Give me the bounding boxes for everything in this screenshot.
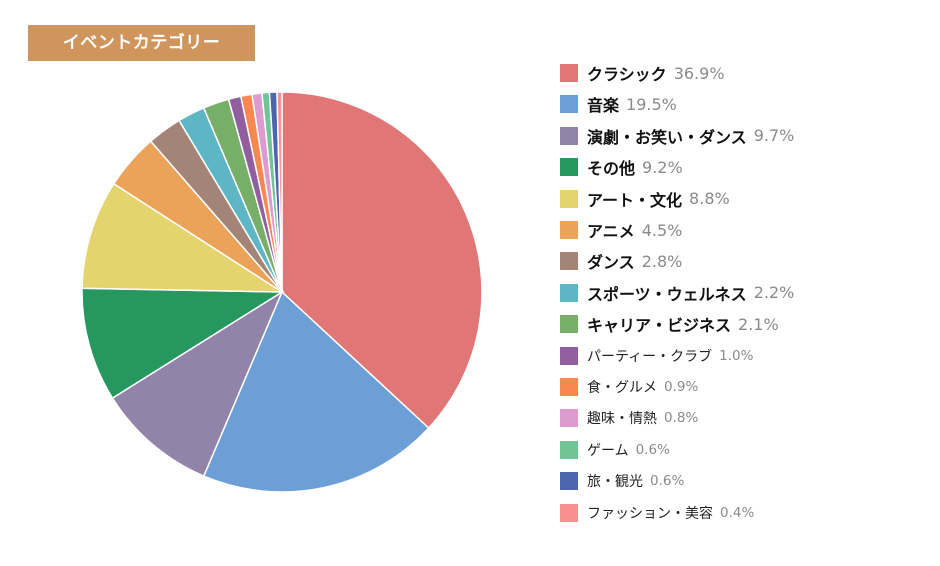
legend-item: 趣味・情熱 0.8% <box>560 408 698 428</box>
legend-swatch <box>560 252 578 271</box>
legend-item: スポーツ・ウェルネス 2.2% <box>560 283 795 304</box>
legend-percentage: 4.5% <box>641 220 683 240</box>
legend-item: その他 9.2% <box>560 157 683 179</box>
legend-swatch <box>560 95 578 114</box>
legend-swatch <box>560 126 578 145</box>
legend-label: クラシック <box>587 65 667 84</box>
legend-swatch <box>560 221 578 239</box>
legend-label: ダンス <box>587 253 635 273</box>
legend-item: 食・グルメ 0.9% <box>560 377 698 397</box>
pie-slice <box>81 287 285 400</box>
legend-item: パーティー・クラブ 1.0% <box>560 346 753 366</box>
legend-percentage: 2.8% <box>641 251 683 271</box>
legend-item: ファッション・美容 0.4% <box>560 503 754 523</box>
legend-percentage: 19.5% <box>626 94 677 114</box>
legend-label: アート・文化 <box>587 190 683 210</box>
legend-swatch <box>560 378 578 396</box>
legend-percentage: 2.1% <box>738 314 779 334</box>
legend-percentage: 0.4% <box>720 504 755 521</box>
legend-swatch <box>560 315 578 334</box>
legend-item: 演劇・お笑い・ダンス 9.7% <box>560 126 795 147</box>
pie-slice <box>111 290 284 478</box>
legend-label: 旅・観光 <box>587 474 643 491</box>
legend-item: 旅・観光 0.6% <box>560 471 684 491</box>
legend-percentage: 1.0% <box>719 347 754 364</box>
legend-item: 音楽 19.5% <box>560 94 677 116</box>
legend-label: キャリア・ビジネス <box>587 316 732 336</box>
legend-percentage: 8.8% <box>689 189 730 209</box>
legend-label: パーティー・クラブ <box>587 348 713 365</box>
legend-percentage: 9.2% <box>642 157 683 177</box>
legend-percentage: 0.9% <box>664 379 699 395</box>
pie-slice <box>281 91 483 430</box>
legend-label: ゲーム <box>587 442 629 459</box>
legend-percentage: 9.7% <box>753 126 795 146</box>
legend-swatch <box>560 189 578 208</box>
pie-slice <box>276 91 283 293</box>
legend-swatch <box>560 64 578 82</box>
legend-swatch <box>560 158 578 177</box>
legend-percentage: 0.8% <box>664 410 699 427</box>
legend-percentage: 2.2% <box>753 283 795 303</box>
legend-swatch <box>560 440 578 459</box>
legend-item: アート・文化 8.8% <box>560 189 730 210</box>
pie-slice <box>81 182 285 293</box>
chart-title-badge: イベントカテゴリー <box>28 25 255 61</box>
legend-label: アニメ <box>587 222 635 241</box>
legend-swatch <box>560 472 578 491</box>
legend-swatch <box>560 503 578 522</box>
legend-percentage: 0.6% <box>635 441 670 458</box>
legend-item: アニメ 4.5% <box>560 220 683 241</box>
legend-percentage: 0.6% <box>650 473 685 490</box>
legend-item: キャリア・ビジネス 2.1% <box>560 314 779 336</box>
legend-label: ファッション・美容 <box>587 505 713 522</box>
legend-swatch <box>560 283 578 302</box>
pie-slice <box>202 290 430 493</box>
legend-label: 音楽 <box>587 96 620 116</box>
legend-label: 趣味・情熱 <box>587 411 657 428</box>
legend-swatch <box>560 409 578 428</box>
legend-label: 演劇・お笑い・ダンス <box>587 127 747 147</box>
legend-item: ダンス 2.8% <box>560 251 683 273</box>
legend-item: ゲーム 0.6% <box>560 440 670 460</box>
legend-item: クラシック 36.9% <box>560 63 725 84</box>
legend-label: 食・グルメ <box>587 380 657 396</box>
legend-label: その他 <box>587 159 636 179</box>
legend-swatch <box>560 346 578 365</box>
legend-label: スポーツ・ウェルネス <box>587 284 747 304</box>
legend-percentage: 36.9% <box>673 63 725 83</box>
